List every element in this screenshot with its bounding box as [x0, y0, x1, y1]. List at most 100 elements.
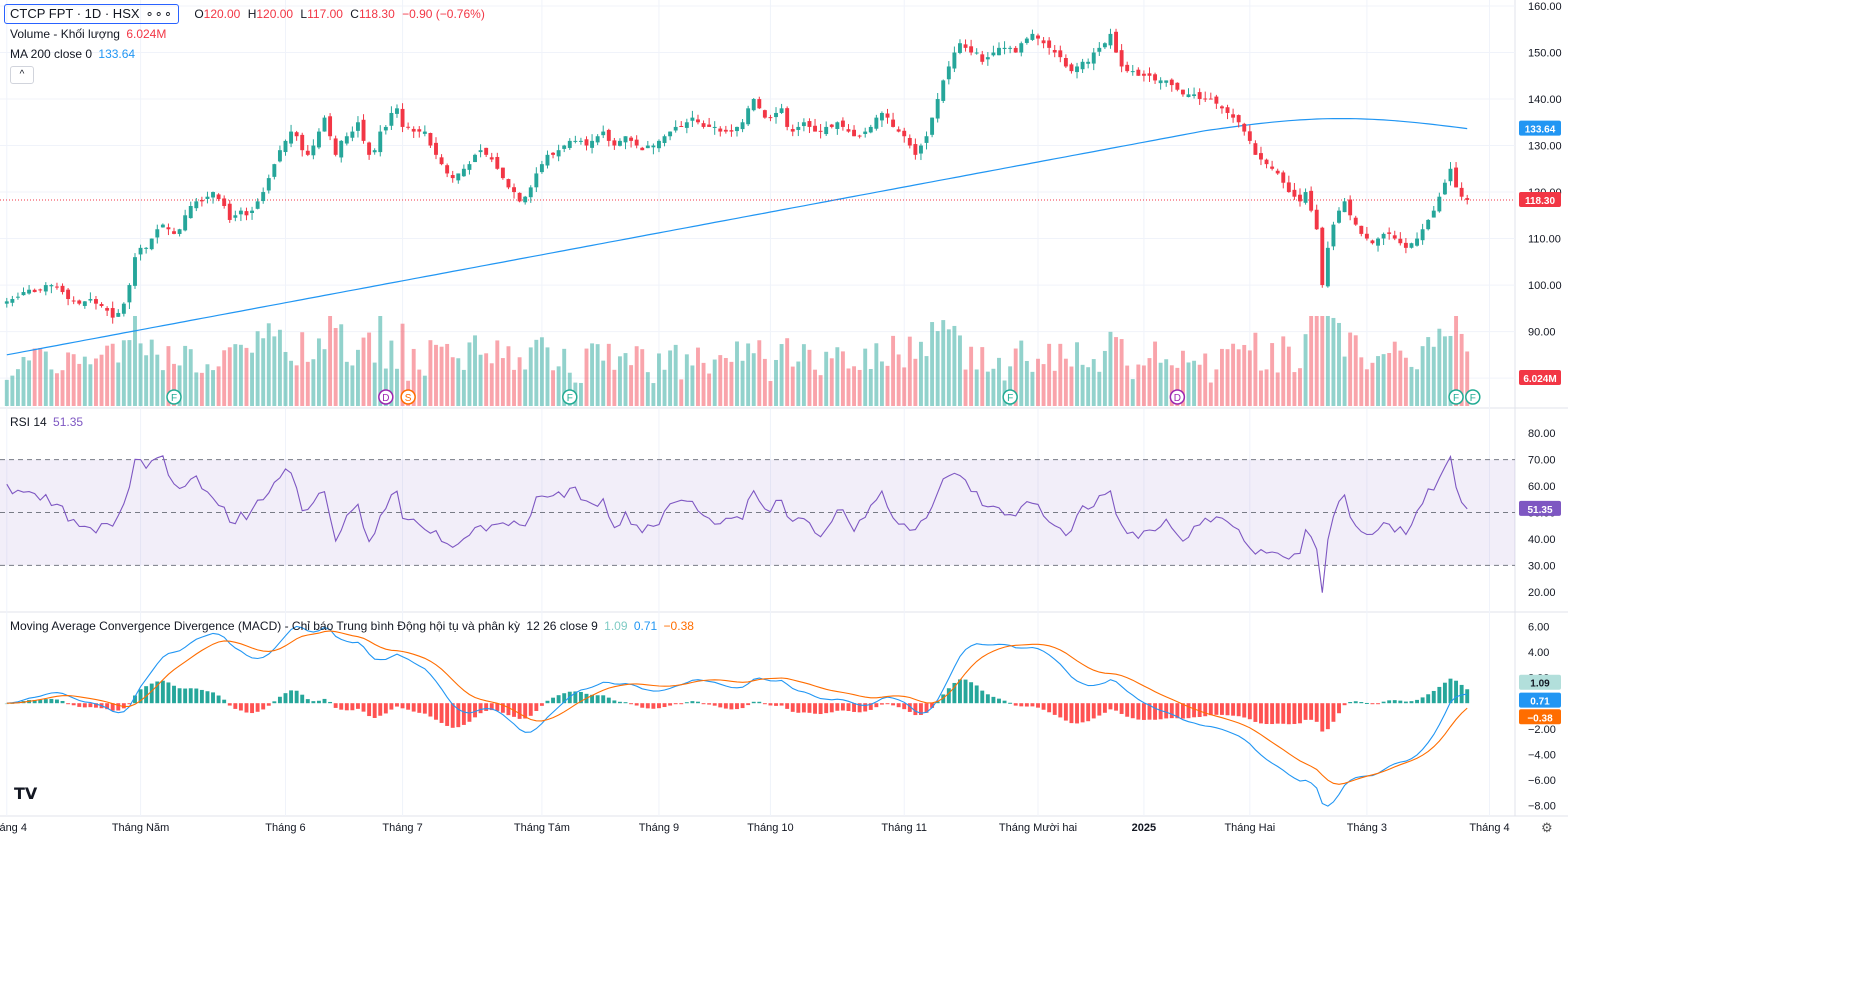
event-marker-d[interactable] [378, 389, 394, 405]
volume-bar [1097, 371, 1102, 406]
tradingview-logo-icon[interactable]: TV [14, 784, 38, 803]
candle-body [735, 126, 739, 132]
macd-hist-bar [233, 703, 238, 709]
candle-body [1286, 182, 1291, 193]
event-marker-f[interactable] [1465, 389, 1481, 405]
volume-bar [1442, 336, 1447, 406]
macd-hist-bar [484, 703, 489, 711]
macd-hist-bar [1325, 703, 1330, 730]
candle-body [322, 117, 327, 132]
macd-hist-bar [322, 698, 327, 704]
candle-body [506, 179, 511, 188]
macd-hist-bar [634, 703, 639, 706]
macd-hist-bar [1186, 703, 1191, 719]
volume-bar [840, 351, 845, 406]
volume-bar [1281, 336, 1286, 406]
candle-body [629, 137, 634, 141]
macd-hist-bar [1431, 690, 1436, 704]
event-marker-f[interactable] [166, 389, 182, 405]
time-tick-label: Tháng 3 [1347, 822, 1387, 834]
candle-body [818, 130, 823, 132]
macd-hist-bar [1398, 700, 1403, 704]
macd-hist-bar [1426, 694, 1431, 704]
candle-body [729, 130, 734, 132]
volume-badge-bg [1519, 370, 1561, 385]
macd-hist-bar [1197, 703, 1202, 717]
macd-hist-bar [1169, 703, 1174, 719]
gear-icon[interactable]: ⚙ [1541, 820, 1553, 835]
candle-body [244, 211, 249, 216]
macd-hist-bar [1013, 703, 1018, 706]
candle-body [1158, 80, 1163, 84]
volume-bar [657, 353, 661, 406]
event-marker-f[interactable] [1448, 389, 1464, 405]
volume-bar [617, 356, 622, 406]
candle-body [1270, 166, 1275, 169]
macd-tick-label: −4.00 [1528, 749, 1556, 761]
macd-hist-bar [1381, 701, 1386, 704]
candle-body [1108, 33, 1113, 46]
candle-body [1008, 47, 1013, 49]
volume-bar [623, 353, 628, 406]
event-marker-f[interactable] [1002, 389, 1018, 405]
volume-bar [774, 359, 778, 406]
event-marker-label: S [405, 393, 412, 404]
candle-body [489, 157, 494, 160]
volume-bars [4, 316, 1470, 406]
volume-bar [417, 369, 422, 406]
candle-body [528, 187, 533, 198]
macd-hist-bar [924, 703, 929, 713]
volume-bar [846, 368, 851, 406]
volume-legend[interactable]: Volume - Khối lượng 6.024M [10, 27, 166, 41]
candle-body [467, 164, 472, 170]
event-markers[interactable]: FDSFFDFFF [166, 389, 1568, 405]
macd-hist-bar [328, 701, 333, 704]
macd-hist-bar [1415, 699, 1419, 704]
macd-hist-bar [930, 703, 935, 708]
macd-legend[interactable]: Moving Average Convergence Divergence (M… [10, 619, 694, 633]
candle-body [383, 126, 388, 131]
volume-bar [244, 347, 249, 406]
candle-body [801, 122, 806, 127]
symbol-button[interactable]: CTCP FPT · 1D · HSX ∘∘∘ [4, 4, 179, 24]
rsi-line [6, 454, 1468, 593]
macd-hist-bar [1442, 682, 1447, 704]
event-marker-f[interactable] [562, 389, 578, 405]
macd-hist-bar [829, 703, 834, 713]
candle-body [15, 296, 20, 298]
macd-hist-bar [946, 688, 951, 704]
volume-bar [422, 375, 427, 406]
chart-canvas[interactable]: FDSFFDFFF 160.00150.00140.00130.00120.00… [0, 0, 1568, 836]
macd-tick-label: 4.00 [1528, 647, 1549, 659]
macd-hist-bar [818, 703, 823, 715]
volume-bar [534, 339, 539, 406]
volume-bar [116, 362, 121, 406]
candle-body [712, 126, 717, 128]
volume-bar [712, 359, 717, 406]
candle-body [562, 145, 567, 149]
macd-hist-bar [205, 691, 210, 704]
macd-hist-bar [969, 682, 974, 704]
macd-hist-bar [1147, 703, 1152, 720]
rsi-legend[interactable]: RSI 14 51.35 [10, 415, 83, 429]
candle-body [868, 126, 873, 133]
ma-legend[interactable]: MA 200 close 0 133.64 [10, 47, 135, 61]
chevron-up-icon[interactable]: ^ [10, 66, 34, 84]
event-marker-s[interactable] [400, 389, 416, 405]
volume-bar [1114, 337, 1118, 406]
macd-hist-bar [534, 703, 539, 711]
volume-bar [1392, 341, 1397, 406]
macd-hist-bar [1231, 703, 1236, 716]
event-marker-d[interactable] [1169, 389, 1186, 405]
macd-hist-bar [1041, 703, 1046, 710]
candle-body [1091, 52, 1096, 64]
candle-body [701, 123, 706, 127]
volume-bar [322, 349, 327, 406]
macd-hist-bar [796, 703, 801, 713]
candle-body [1376, 238, 1380, 246]
macd-hist-bar [657, 703, 661, 709]
candle-body [985, 57, 990, 60]
more-icon[interactable]: ∘∘∘ [145, 6, 173, 21]
volume-bar [255, 331, 260, 406]
volume-bar [612, 369, 617, 406]
